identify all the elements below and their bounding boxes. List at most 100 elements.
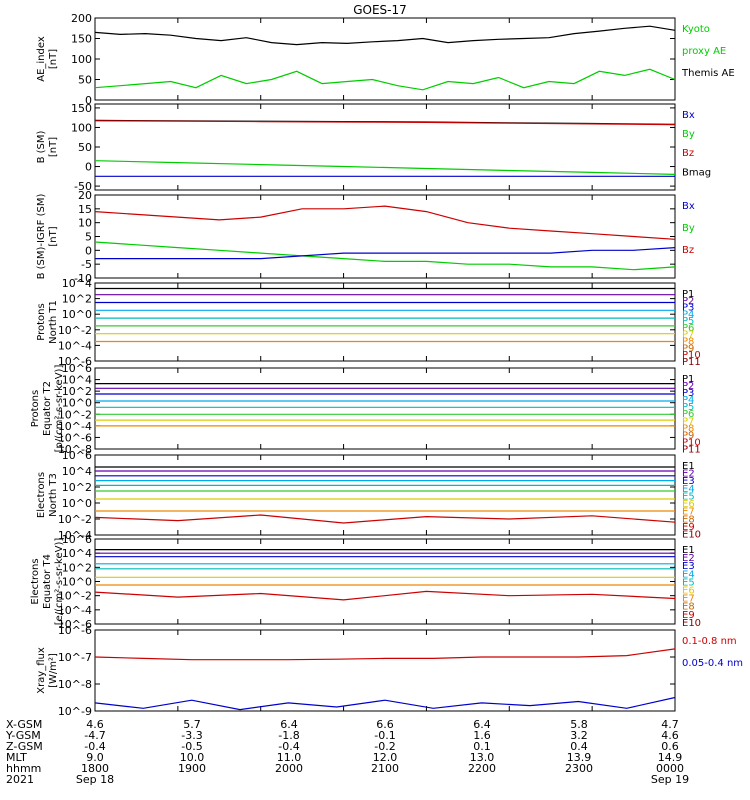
legend-entry: E4 xyxy=(682,484,695,495)
legend-entry: P4 xyxy=(682,309,694,320)
footer-value: -0.1 xyxy=(374,729,395,742)
chart-title: GOES-17 xyxy=(353,3,407,17)
footer-value: 1.6 xyxy=(473,729,491,742)
y-tick-label: -10 xyxy=(74,272,92,285)
footer-value: 4.6 xyxy=(661,729,679,742)
y-axis-label: North T3 xyxy=(48,473,59,517)
footer-value: 6.4 xyxy=(473,718,491,731)
footer-value: 2300 xyxy=(565,762,593,775)
legend-entry: By xyxy=(682,129,695,140)
y-tick-label: 10^-4 xyxy=(58,339,92,352)
footer-value: 5.8 xyxy=(570,718,588,731)
legend-entry: E1 xyxy=(682,461,695,472)
y-axis-label: [p/(cm²-s-sr-keV)] xyxy=(54,365,65,453)
legend-entry: P1 xyxy=(682,374,694,385)
y-axis-label: Electrons xyxy=(30,558,41,604)
panel-pt2: 10^-810^-610^-410^-210^010^210^410^6 Prot… xyxy=(30,362,701,456)
legend-entry: E7 xyxy=(682,594,695,605)
series-E8 xyxy=(94,590,676,601)
footer-value: 10.0 xyxy=(180,751,205,764)
legend-entry: Bz xyxy=(682,245,694,256)
y-tick-label: 10^-9 xyxy=(58,705,92,718)
panel-xray: 10^-9 10^-8 10^-7 10^-6 Xray_flux [W/m²] 0.1-0… xyxy=(36,624,743,718)
y-axis-label: Protons xyxy=(36,303,47,340)
panel-frame xyxy=(94,629,676,712)
y-tick-label: 10^-4 xyxy=(58,420,92,433)
y-tick-label: 10 xyxy=(78,217,92,230)
legend-entry: P9 xyxy=(682,343,694,354)
footer-row-label: Y-GSM xyxy=(5,729,41,742)
footer-value: 4.6 xyxy=(86,718,104,731)
y-tick-label: 10^-8 xyxy=(58,678,92,691)
y-axis-label: B (SM) xyxy=(36,130,47,163)
footer-value: 11.0 xyxy=(277,751,302,764)
series-E9 xyxy=(94,514,676,524)
y-tick-label: 10^-8 xyxy=(58,443,92,456)
y-axis-label: Electrons xyxy=(36,472,47,518)
footer-value: 2200 xyxy=(468,762,496,775)
legend-entry: E10 xyxy=(682,618,701,629)
legend-entry: P5 xyxy=(682,402,694,413)
legend-entry: P8 xyxy=(682,423,694,434)
footer-value: 2100 xyxy=(371,762,399,775)
legend-entry: P9 xyxy=(682,430,694,441)
y-tick-label: 150 xyxy=(71,33,92,46)
legend-entry: P6 xyxy=(682,323,694,334)
legend-entry: proxy AE xyxy=(682,46,726,57)
y-tick-label: 10^4 xyxy=(62,277,92,290)
y-axis-label: Protons xyxy=(30,390,41,427)
legend-entry: Bx xyxy=(682,110,695,121)
footer-value: 3.2 xyxy=(570,729,588,742)
y-tick-label: 10^-2 xyxy=(58,590,92,603)
y-tick-label: 100 xyxy=(71,121,92,134)
legend-entry: E2 xyxy=(682,469,695,480)
footer-row-label: MLT xyxy=(6,751,27,764)
footer-value: 1800 xyxy=(81,762,109,775)
legend-entry: E9 xyxy=(682,610,695,621)
footer-value: 14.9 xyxy=(658,751,683,764)
y-tick-label: 10^0 xyxy=(62,308,92,321)
footer-value: 4.7 xyxy=(661,718,679,731)
y-axis-label: [nT] xyxy=(48,137,59,157)
footer-value: -4.7 xyxy=(84,729,105,742)
legend-entry: P10 xyxy=(682,350,701,361)
footer-value: Sep 18 xyxy=(76,773,114,786)
y-tick-label: 10^6 xyxy=(62,362,92,375)
footer-value: 0.6 xyxy=(661,740,679,753)
y-tick-label: 10^-2 xyxy=(58,408,92,421)
legend-entry: P10 xyxy=(682,437,701,448)
footer-value: Sep 19 xyxy=(651,773,689,786)
y-tick-label: 10^-2 xyxy=(58,513,92,526)
y-tick-label: 20 xyxy=(78,189,92,202)
y-tick-label: 10^4 xyxy=(62,547,92,560)
legend-entry: P5 xyxy=(682,316,694,327)
footer-value: 6.4 xyxy=(280,718,298,731)
y-tick-label: 50 xyxy=(78,141,92,154)
y-axis-label: AE_index xyxy=(36,36,47,82)
legend-entry: Kyoto xyxy=(682,24,710,35)
y-tick-label: 10^0 xyxy=(62,576,92,589)
panel-frame xyxy=(94,103,676,191)
y-tick-label: -5 xyxy=(81,258,92,271)
legend-entry: E1 xyxy=(682,545,695,556)
y-tick-label: 10^4 xyxy=(62,465,92,478)
y-axis-label: [nT] xyxy=(48,49,59,69)
footer-value: 2000 xyxy=(275,762,303,775)
y-tick-label: 0 xyxy=(85,244,92,257)
legend-entry: P6 xyxy=(682,409,694,420)
y-tick-label: 10^0 xyxy=(62,397,92,410)
footer-value: 0.4 xyxy=(570,740,588,753)
panel-bsm: -50 0 50 100 150 B (SM) [nT] Bx By Bz Bmag xyxy=(36,102,711,193)
series-kyoto xyxy=(94,25,676,46)
y-tick-label: 0 xyxy=(85,161,92,174)
y-axis-label: Equator T4 xyxy=(42,554,53,609)
footer-value: 0000 xyxy=(656,762,684,775)
y-tick-label: 150 xyxy=(71,102,92,115)
legend-entry: P3 xyxy=(682,303,694,314)
legend-entry: P7 xyxy=(682,330,694,341)
series-proxy xyxy=(94,68,676,91)
ephemeris-footer: X-GSM 4.6 5.7 6.4 6.6 6.4 5.8 4.7Y-GSM -4.7 -3.3-… xyxy=(5,718,689,786)
